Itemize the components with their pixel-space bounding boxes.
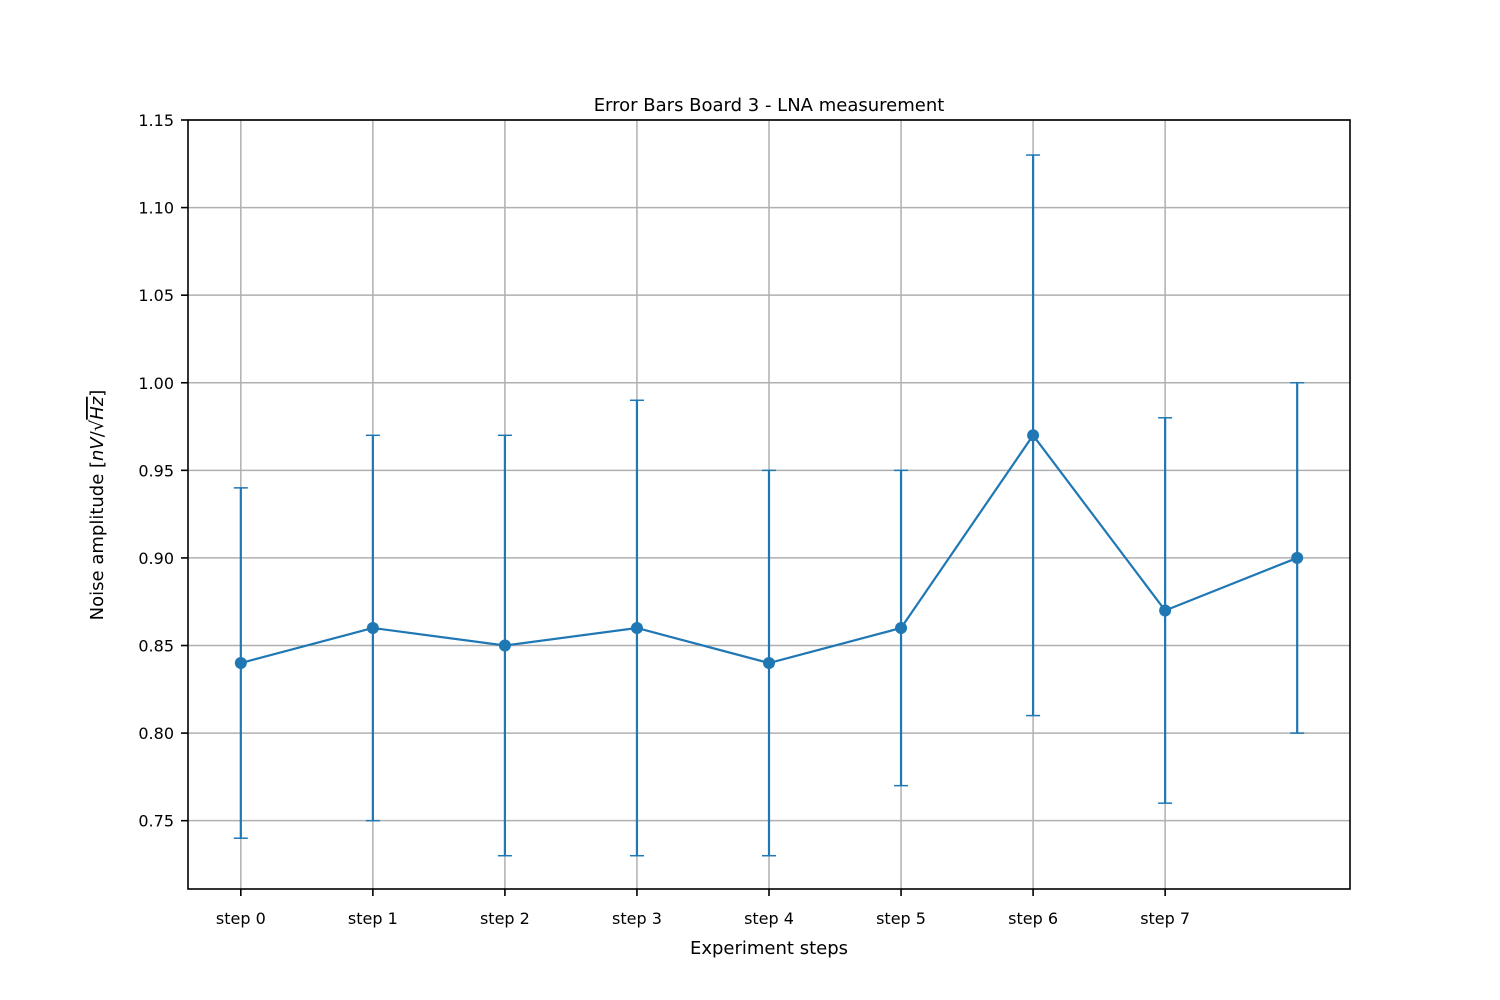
y-axis-ticks: 0.75 0.80 0.85 0.90 0.95 1.00 1.05 1.10 1.15 <box>138 111 188 831</box>
x-tick-label: step 0 <box>216 909 266 928</box>
x-axis-label: Experiment steps <box>690 938 848 959</box>
x-tick-label: step 3 <box>612 909 662 928</box>
y-tick-label: 0.75 <box>138 812 174 831</box>
y-axis-label: Noise amplitude [nV/√Hz] <box>87 390 108 621</box>
y-axis-label-hz: Hz <box>87 396 108 420</box>
data-points <box>234 429 1304 670</box>
data-point <box>630 621 643 634</box>
y-axis-label-nv: nV <box>87 436 108 461</box>
y-axis-label-radical: √ <box>87 419 108 431</box>
x-tick-label: step 1 <box>348 909 398 928</box>
data-point <box>895 621 908 634</box>
y-tick-label: 0.85 <box>138 637 174 656</box>
data-point <box>1159 604 1172 617</box>
y-tick-label: 0.90 <box>138 549 174 568</box>
data-point <box>234 657 247 670</box>
x-axis-ticks: step 0 step 1 step 2 step 3 step 4 step 5 step… <box>216 889 1190 928</box>
data-point <box>1291 551 1304 564</box>
x-tick-label: step 4 <box>744 909 794 928</box>
y-tick-label: 1.15 <box>138 111 174 130</box>
y-axis-label-prefix: Noise amplitude [ <box>87 461 108 620</box>
data-point <box>498 639 511 652</box>
y-tick-label: 0.95 <box>138 461 174 480</box>
y-tick-label: 1.00 <box>138 374 174 393</box>
y-tick-label: 1.10 <box>138 199 174 218</box>
data-point <box>763 657 775 670</box>
y-tick-label: 0.80 <box>138 724 174 743</box>
x-tick-label: step 5 <box>876 909 926 928</box>
y-axis-label-text: Noise amplitude [nV/√Hz] <box>87 390 108 621</box>
data-point <box>1027 429 1040 442</box>
x-tick-label: step 2 <box>480 909 530 928</box>
x-tick-label: step 6 <box>1008 909 1058 928</box>
y-axis-label-slash: / <box>87 430 108 437</box>
y-axis-label-suffix: ] <box>87 390 108 397</box>
chart-title: Error Bars Board 3 - LNA measurement <box>594 95 945 116</box>
data-point <box>366 621 379 634</box>
x-tick-label: step 7 <box>1140 909 1190 928</box>
y-tick-label: 1.05 <box>138 286 174 305</box>
